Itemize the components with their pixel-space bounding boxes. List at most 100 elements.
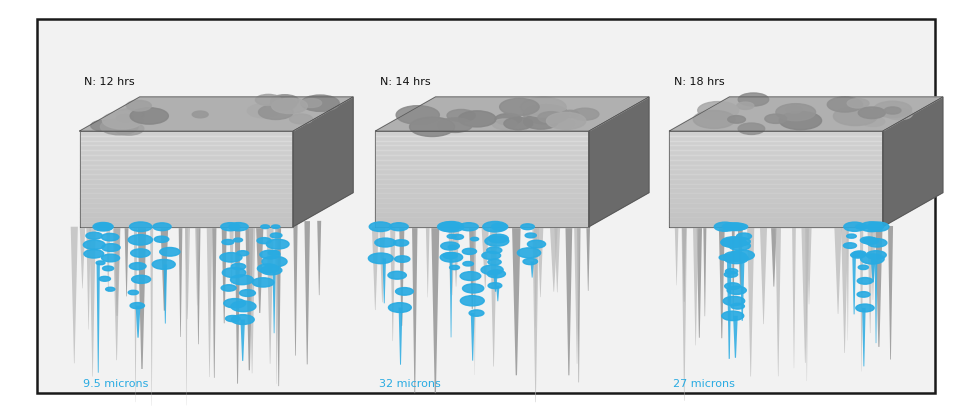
Circle shape (523, 105, 568, 124)
Polygon shape (107, 289, 109, 291)
Polygon shape (577, 222, 579, 382)
Polygon shape (869, 255, 875, 282)
Circle shape (734, 224, 747, 230)
Polygon shape (86, 227, 91, 329)
Circle shape (842, 243, 856, 248)
Circle shape (221, 285, 235, 291)
Polygon shape (138, 223, 146, 369)
Polygon shape (800, 227, 808, 363)
Circle shape (374, 238, 395, 247)
Polygon shape (450, 256, 452, 337)
Circle shape (866, 222, 888, 231)
Circle shape (487, 234, 508, 243)
Circle shape (268, 250, 279, 255)
Circle shape (255, 94, 281, 106)
Circle shape (129, 262, 146, 270)
Circle shape (83, 240, 105, 250)
Polygon shape (669, 97, 942, 131)
Circle shape (261, 266, 282, 275)
Circle shape (260, 250, 280, 259)
Circle shape (728, 241, 750, 250)
Circle shape (368, 253, 392, 264)
Polygon shape (530, 262, 533, 277)
Polygon shape (134, 227, 137, 402)
Circle shape (865, 251, 886, 259)
Circle shape (736, 102, 753, 109)
Circle shape (843, 222, 864, 231)
Circle shape (102, 254, 119, 262)
Circle shape (724, 283, 739, 290)
Circle shape (462, 284, 484, 293)
Circle shape (737, 123, 764, 134)
Circle shape (222, 267, 245, 277)
Polygon shape (774, 227, 780, 376)
Polygon shape (164, 265, 167, 324)
Polygon shape (399, 224, 404, 326)
Circle shape (103, 266, 113, 271)
Polygon shape (489, 227, 497, 366)
Circle shape (827, 97, 861, 112)
Polygon shape (375, 97, 648, 131)
Circle shape (152, 260, 175, 269)
Circle shape (499, 99, 539, 115)
Polygon shape (451, 227, 453, 295)
Polygon shape (759, 227, 766, 324)
Polygon shape (726, 258, 731, 359)
Polygon shape (481, 227, 488, 287)
Polygon shape (178, 220, 182, 337)
Circle shape (300, 99, 322, 107)
Polygon shape (588, 97, 648, 227)
Polygon shape (737, 225, 742, 288)
Circle shape (487, 283, 501, 289)
Polygon shape (746, 227, 754, 376)
Circle shape (132, 275, 150, 283)
Circle shape (128, 290, 139, 295)
Polygon shape (124, 226, 128, 296)
Circle shape (394, 256, 410, 262)
Polygon shape (185, 227, 188, 405)
Polygon shape (375, 131, 588, 227)
Polygon shape (136, 306, 141, 338)
Circle shape (727, 286, 745, 295)
Circle shape (775, 104, 815, 121)
Text: 9.5 microns: 9.5 microns (83, 379, 148, 389)
Circle shape (252, 278, 273, 287)
Polygon shape (431, 225, 439, 393)
Polygon shape (874, 259, 876, 343)
Polygon shape (585, 224, 589, 291)
Circle shape (153, 223, 171, 230)
Polygon shape (804, 227, 808, 381)
Circle shape (861, 238, 878, 244)
Circle shape (270, 99, 297, 110)
Polygon shape (549, 227, 557, 292)
Circle shape (538, 111, 564, 123)
Polygon shape (276, 225, 281, 386)
Polygon shape (492, 270, 497, 292)
Polygon shape (681, 227, 686, 401)
Circle shape (154, 236, 169, 243)
Circle shape (221, 223, 239, 231)
Circle shape (239, 290, 255, 297)
Circle shape (723, 252, 746, 261)
Circle shape (492, 119, 516, 129)
Polygon shape (565, 221, 572, 375)
Circle shape (727, 116, 745, 123)
Circle shape (520, 224, 534, 230)
Circle shape (730, 303, 743, 309)
Polygon shape (112, 227, 120, 360)
Polygon shape (718, 222, 724, 338)
Polygon shape (739, 255, 744, 321)
Circle shape (447, 109, 475, 121)
Circle shape (452, 234, 463, 240)
Circle shape (113, 122, 143, 135)
Circle shape (484, 236, 509, 246)
Text: 27 microns: 27 microns (672, 379, 735, 389)
Circle shape (481, 265, 503, 275)
Circle shape (440, 242, 459, 250)
Circle shape (494, 114, 521, 125)
Polygon shape (696, 222, 702, 338)
Circle shape (257, 238, 271, 244)
Circle shape (448, 245, 457, 249)
Circle shape (271, 98, 307, 114)
Polygon shape (371, 227, 378, 310)
